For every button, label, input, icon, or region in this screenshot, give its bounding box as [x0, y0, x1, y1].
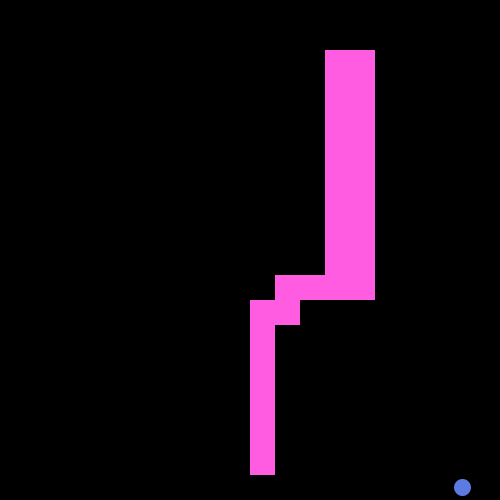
snake-segment — [325, 50, 350, 75]
snake-segment — [300, 275, 325, 300]
snake-segment — [350, 100, 375, 125]
snake-segment — [350, 275, 375, 300]
snake-segment — [325, 250, 350, 275]
snake-segment — [350, 150, 375, 175]
snake-segment — [350, 200, 375, 225]
snake-segment — [325, 75, 350, 100]
snake-segment — [325, 200, 350, 225]
snake-segment — [325, 100, 350, 125]
snake-segment — [350, 250, 375, 275]
snake-segment — [250, 350, 275, 375]
snake-segment — [250, 450, 275, 475]
snake-segment — [350, 50, 375, 75]
snake-segment — [350, 125, 375, 150]
snake-segment — [325, 175, 350, 200]
snake-segment — [350, 225, 375, 250]
snake-segment — [325, 275, 350, 300]
snake-segment — [250, 400, 275, 425]
snake-segment — [250, 425, 275, 450]
snake-segment — [250, 325, 275, 350]
snake-segment — [350, 175, 375, 200]
food-pellet — [454, 479, 471, 496]
snake-segment — [325, 225, 350, 250]
snake-segment — [275, 275, 300, 300]
snake-segment — [350, 75, 375, 100]
snake-segment — [275, 300, 300, 325]
snake-segment — [325, 125, 350, 150]
snake-segment — [325, 150, 350, 175]
snake-segment — [250, 300, 275, 325]
snake-segment — [250, 375, 275, 400]
